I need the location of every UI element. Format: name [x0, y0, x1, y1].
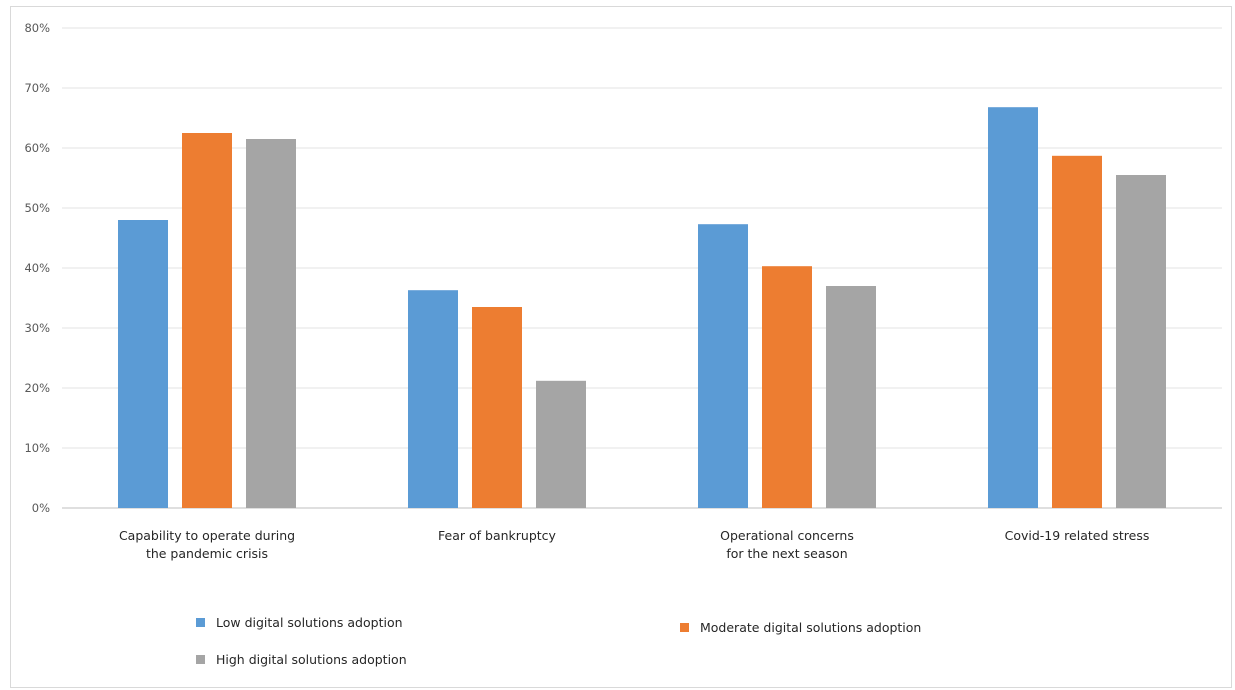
x-category-label-line: Covid-19 related stress — [1005, 528, 1150, 543]
x-category-label-line: Capability to operate during — [119, 528, 295, 543]
x-category-label-line: for the next season — [726, 546, 847, 561]
y-tick-label: 30% — [24, 321, 50, 335]
bar — [826, 286, 876, 508]
legend-swatch — [196, 655, 205, 664]
x-category-label: Fear of bankruptcy — [438, 528, 557, 543]
x-category-label: Covid-19 related stress — [1005, 528, 1150, 543]
legend-label: Moderate digital solutions adoption — [700, 620, 921, 635]
y-tick-label: 10% — [24, 441, 50, 455]
bar — [1116, 175, 1166, 508]
x-category-label: Operational concerns for the next season — [720, 528, 854, 561]
bar — [182, 133, 232, 508]
bar — [118, 220, 168, 508]
bar — [762, 266, 812, 508]
y-tick-label: 70% — [24, 81, 50, 95]
legend-swatch — [680, 623, 689, 632]
bar — [988, 107, 1038, 508]
legend: Low digital solutions adoption Moderate d… — [196, 615, 921, 667]
bar — [408, 290, 458, 508]
y-tick-label: 60% — [24, 141, 50, 155]
y-tick-label: 0% — [32, 501, 50, 515]
x-category-label-line: Operational concerns — [720, 528, 854, 543]
bar — [472, 307, 522, 508]
y-tick-label: 50% — [24, 201, 50, 215]
y-tick-label: 40% — [24, 261, 50, 275]
bar — [246, 139, 296, 508]
x-category-label: Capability to operate during the pandemic… — [119, 528, 295, 561]
legend-label: Low digital solutions adoption — [216, 615, 403, 630]
legend-swatch — [196, 618, 205, 627]
y-axis: 0% 10% 20% 30% 40% 50% 60% 70% 80% — [24, 21, 50, 515]
bar — [536, 381, 586, 508]
x-axis: Capability to operate during the pandemic… — [119, 528, 1149, 561]
gridlines — [62, 28, 1222, 508]
legend-label: High digital solutions adoption — [216, 652, 407, 667]
x-category-label-line: Fear of bankruptcy — [438, 528, 557, 543]
bar — [1052, 156, 1102, 508]
x-category-label-line: the pandemic crisis — [146, 546, 268, 561]
y-tick-label: 80% — [24, 21, 50, 35]
y-tick-label: 20% — [24, 381, 50, 395]
bar — [698, 224, 748, 508]
